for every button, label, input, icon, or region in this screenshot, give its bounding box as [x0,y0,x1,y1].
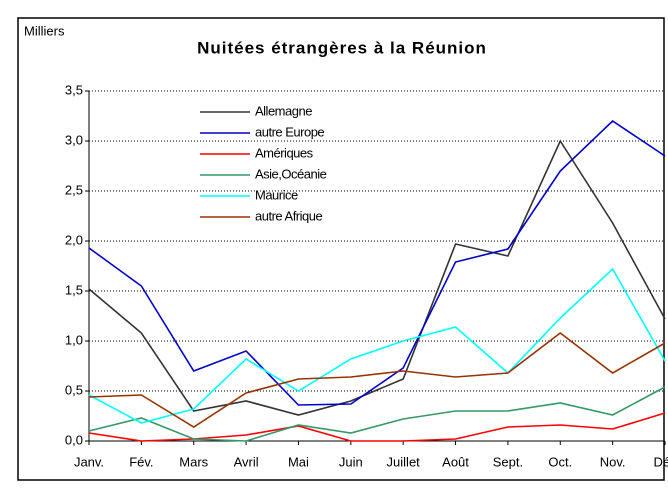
legend-label: Amériques [255,145,314,160]
legend-label: Allemagne [255,103,312,118]
x-tick-label: Fév. [129,454,153,469]
x-tick-label: Août [442,454,469,469]
legend-label: Maurice [255,187,298,202]
y-tick-label: 0,0 [65,432,83,447]
x-tick-label: Sept. [493,454,523,469]
chart-frame [17,17,665,481]
series-line [88,139,666,416]
x-tick-label: Juillet [387,454,421,469]
x-tick-label: Oct. [548,454,572,469]
x-tick-label: Nov. [600,454,626,469]
y-tick-label: 0,5 [65,382,83,397]
x-tick-label: Avril [234,454,259,469]
x-tick-label: Janv. [74,454,104,469]
series-line [88,267,666,424]
legend-label: Asie,Océanie [255,166,327,181]
legend-label: autre Afrique [255,208,322,223]
x-tick-label: Juin [339,454,363,469]
y-tick-label: 3,5 [65,82,83,97]
y-tick-label: 1,5 [65,282,83,297]
chart-title: Nuitées étrangères à la Réunion [197,38,487,57]
x-tick-label: Déc [653,454,668,469]
y-tick-label: 1,0 [65,332,83,347]
x-tick-label: Mars [179,454,208,469]
legend-label: autre Europe [255,124,324,139]
y-tick-label: 2,5 [65,182,83,197]
y-tick-label: 3,0 [65,132,83,147]
y-axis-label: Milliers [24,23,65,38]
series-line [88,412,666,442]
series-line [88,386,666,442]
y-tick-label: 2,0 [65,232,83,247]
x-tick-label: Mai [288,454,309,469]
series-line [88,331,666,428]
series-line [88,119,666,406]
